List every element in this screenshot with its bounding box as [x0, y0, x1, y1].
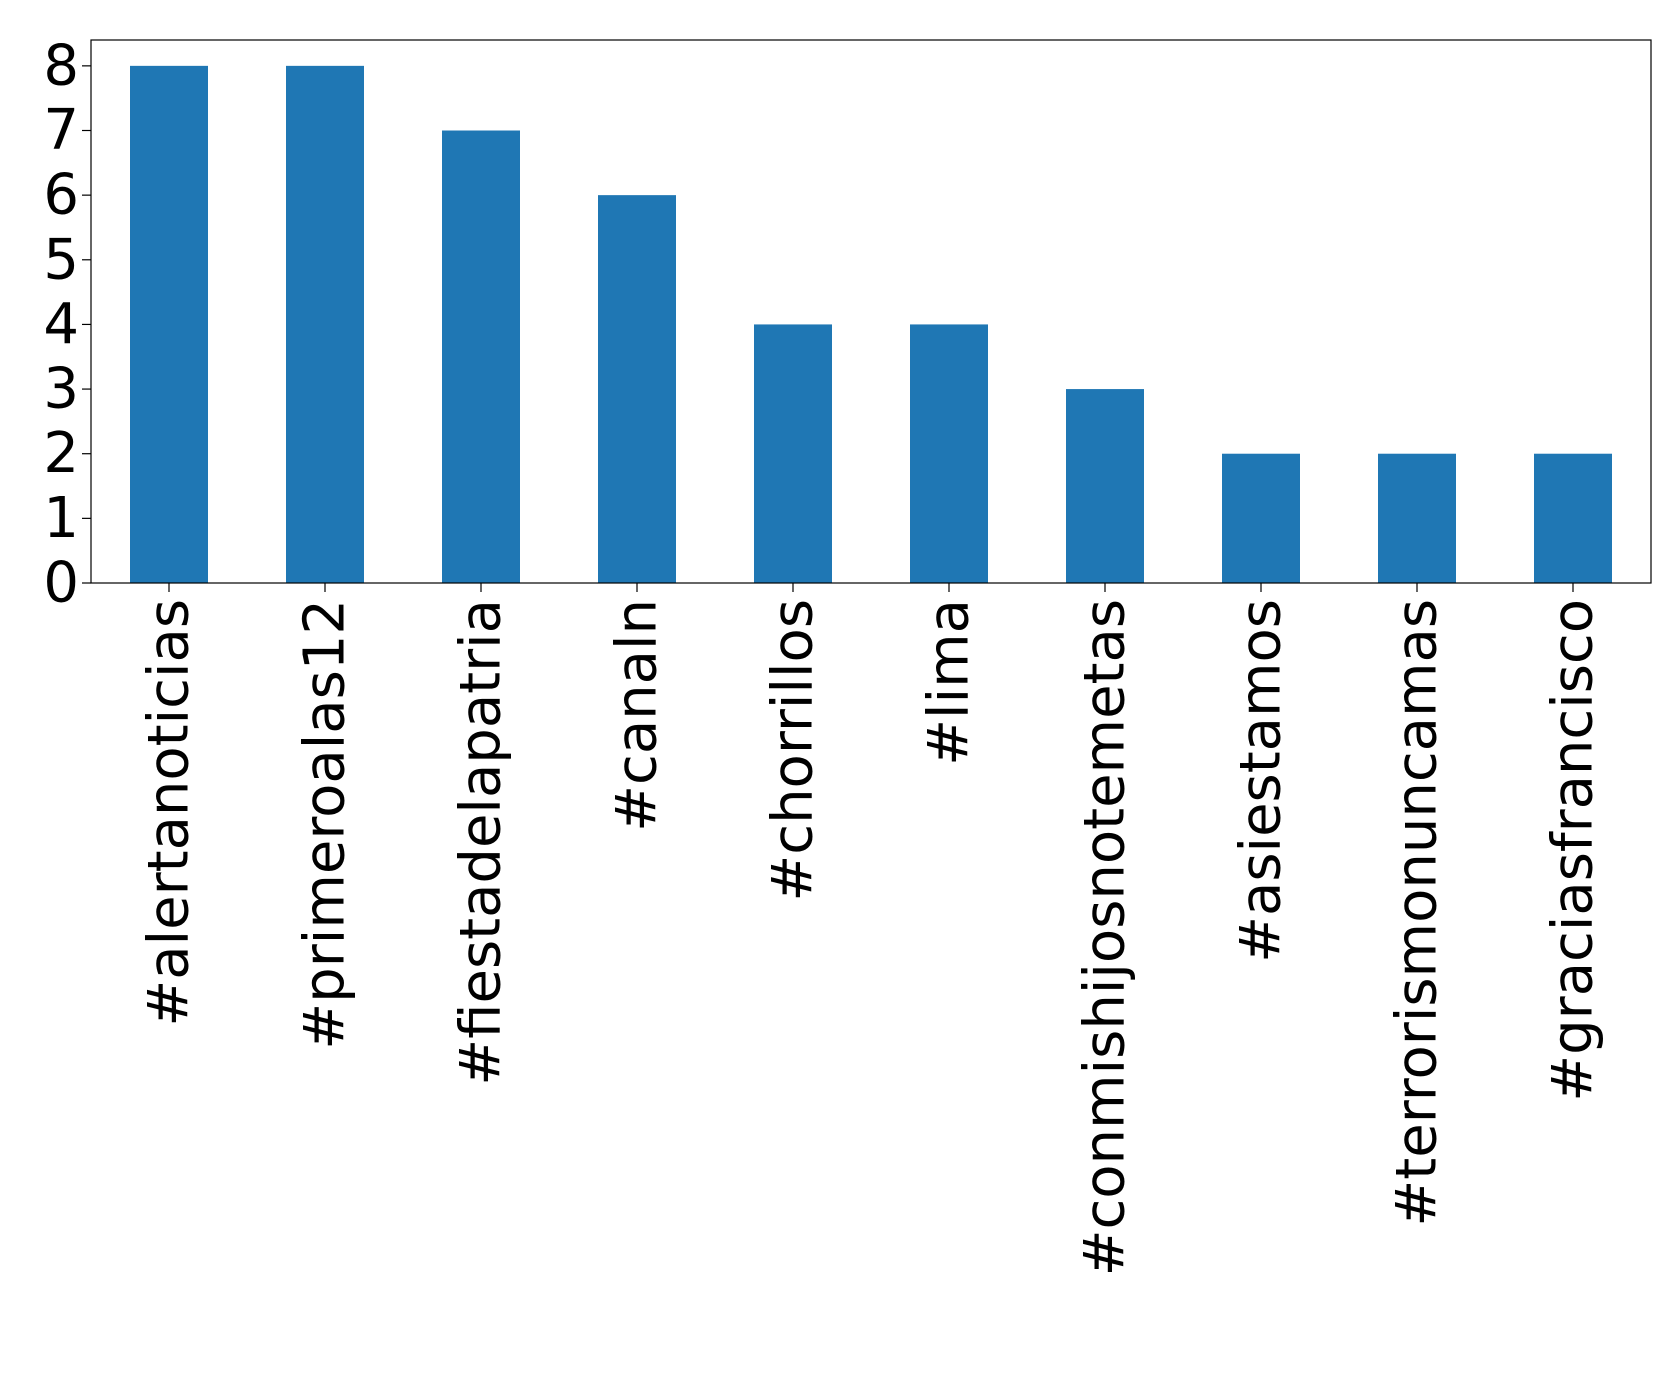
y-tick-label-6: 6	[43, 163, 79, 228]
plot-frame	[90, 39, 1652, 584]
y-tick-label-5: 5	[43, 227, 79, 292]
x-tick-label-5: #lima	[917, 599, 982, 766]
y-tick-label-1: 1	[43, 486, 79, 551]
bar-7	[1222, 453, 1300, 583]
bar-6	[1066, 389, 1144, 583]
y-tick-label-2: 2	[43, 421, 79, 486]
bar-8	[1378, 453, 1456, 583]
x-tick-label-0: #alertanoticias	[137, 599, 202, 1027]
x-tick-label-1: #primeroalas12	[293, 599, 358, 1050]
x-tick-label-4: #chorrillos	[761, 599, 826, 902]
bars-group	[130, 65, 1612, 584]
x-tick-label-9: #graciasfrancisco	[1541, 599, 1606, 1102]
y-tick-label-4: 4	[43, 292, 79, 357]
bar-2	[442, 130, 520, 583]
y-tick-label-0: 0	[43, 551, 79, 616]
x-tick-label-2: #fiestadelapatria	[449, 599, 514, 1086]
bar-9	[1534, 453, 1612, 583]
x-axis: #alertanoticias #primeroalas12 #fiestadela…	[137, 583, 1606, 1276]
bar-4	[754, 324, 832, 583]
x-tick-label-6: #conmishijosnotemetas	[1073, 599, 1138, 1276]
x-tick-label-8: #terrorismonuncamas	[1385, 599, 1450, 1227]
bar-0	[130, 65, 208, 584]
y-tick-label-3: 3	[43, 357, 79, 422]
x-tick-label-3: #canaln	[605, 599, 670, 832]
y-tick-label-8: 8	[43, 33, 79, 98]
y-tick-label-7: 7	[43, 98, 79, 163]
bar-5	[910, 324, 988, 583]
bar-1	[286, 65, 364, 584]
bar-3	[598, 195, 676, 583]
x-tick-label-7: #asiestamos	[1229, 599, 1294, 963]
